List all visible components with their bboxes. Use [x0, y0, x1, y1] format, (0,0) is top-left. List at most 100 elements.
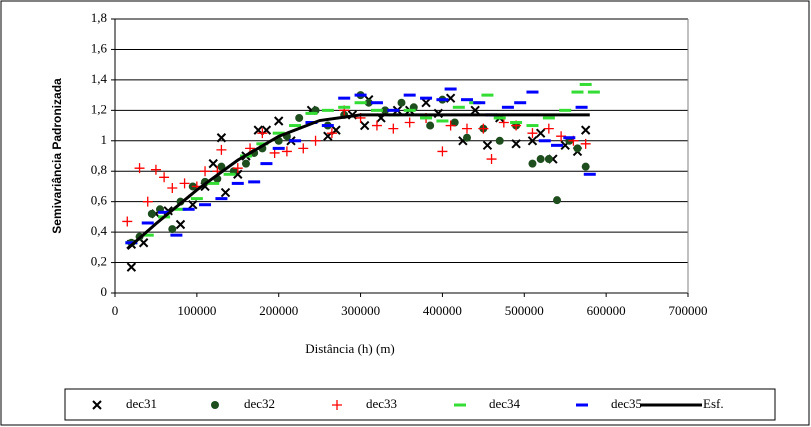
point	[437, 146, 448, 157]
point	[501, 105, 514, 109]
point	[397, 98, 406, 107]
point	[248, 180, 261, 184]
point	[510, 121, 523, 125]
point	[326, 128, 337, 139]
point	[298, 143, 309, 154]
point	[208, 158, 218, 169]
point	[526, 90, 539, 94]
point	[544, 155, 553, 164]
point	[134, 163, 145, 174]
point	[514, 101, 527, 105]
x-tick-label: 400000	[423, 303, 462, 318]
legend-label: Esf.	[703, 396, 724, 411]
x-tick-label: 500000	[505, 303, 544, 318]
legend-label: dec34	[489, 396, 521, 411]
point	[370, 108, 383, 112]
point	[370, 101, 383, 105]
point	[583, 172, 596, 176]
point	[486, 154, 497, 165]
point	[579, 82, 592, 86]
point	[495, 136, 504, 145]
x-tick-label: 200000	[259, 303, 298, 318]
point	[142, 196, 153, 207]
y-tick-label: 1	[101, 132, 108, 147]
point	[200, 166, 211, 177]
point	[159, 172, 170, 183]
legend-swatch	[454, 403, 466, 407]
y-tick-label: 0,8	[91, 162, 107, 177]
y-tick-label: 1,6	[91, 40, 108, 55]
point	[527, 128, 538, 139]
point	[158, 210, 171, 214]
point	[462, 133, 471, 142]
legend-label: dec35	[611, 396, 642, 411]
point	[354, 93, 367, 97]
point	[420, 116, 433, 120]
point	[436, 119, 449, 123]
point	[559, 108, 572, 112]
point	[553, 196, 562, 205]
legend-swatch	[92, 400, 102, 410]
point	[215, 197, 228, 201]
y-tick-label: 0,6	[91, 193, 108, 208]
point	[470, 105, 480, 116]
point	[580, 125, 591, 135]
point	[563, 136, 576, 140]
point	[450, 118, 459, 127]
point	[581, 162, 590, 171]
x-tick-label: 0	[112, 303, 119, 318]
y-tick-label: 0,2	[91, 254, 107, 269]
point	[207, 181, 220, 185]
point	[179, 178, 190, 189]
point	[587, 90, 600, 94]
point	[511, 139, 521, 149]
point	[338, 105, 351, 109]
y-axis-label: Semivariância Padronizada	[50, 78, 64, 234]
point	[575, 105, 588, 109]
point	[404, 117, 415, 128]
point	[295, 113, 304, 122]
point	[122, 216, 133, 227]
point	[150, 164, 161, 175]
point	[272, 146, 285, 150]
point	[338, 96, 351, 100]
point	[481, 93, 494, 97]
point	[444, 87, 457, 91]
x-tick-label: 300000	[341, 303, 380, 318]
point	[199, 203, 212, 207]
point	[538, 139, 551, 143]
legend-swatch	[211, 401, 219, 409]
point	[580, 138, 591, 149]
point	[274, 116, 284, 126]
point	[452, 105, 465, 109]
point	[460, 98, 473, 102]
point	[281, 146, 292, 157]
y-tick-label: 0,4	[91, 223, 108, 238]
y-tick-label: 0	[101, 284, 108, 299]
point	[175, 219, 186, 230]
point	[445, 120, 456, 131]
point	[289, 139, 302, 143]
point	[126, 262, 137, 272]
legend-label: dec33	[366, 396, 397, 411]
point	[535, 128, 546, 138]
point	[147, 209, 156, 218]
point	[220, 187, 231, 198]
point	[141, 221, 154, 225]
point	[426, 121, 435, 130]
point	[387, 108, 400, 112]
point	[257, 128, 268, 139]
legend-label: dec32	[244, 396, 275, 411]
model-line	[126, 113, 590, 250]
point	[536, 155, 545, 164]
point	[461, 123, 472, 134]
point	[354, 101, 367, 105]
x-tick-label: 700000	[669, 303, 708, 318]
point	[216, 144, 227, 155]
point	[188, 200, 198, 210]
point	[260, 162, 273, 166]
point	[478, 123, 489, 134]
y-tick-label: 1,4	[91, 71, 108, 86]
